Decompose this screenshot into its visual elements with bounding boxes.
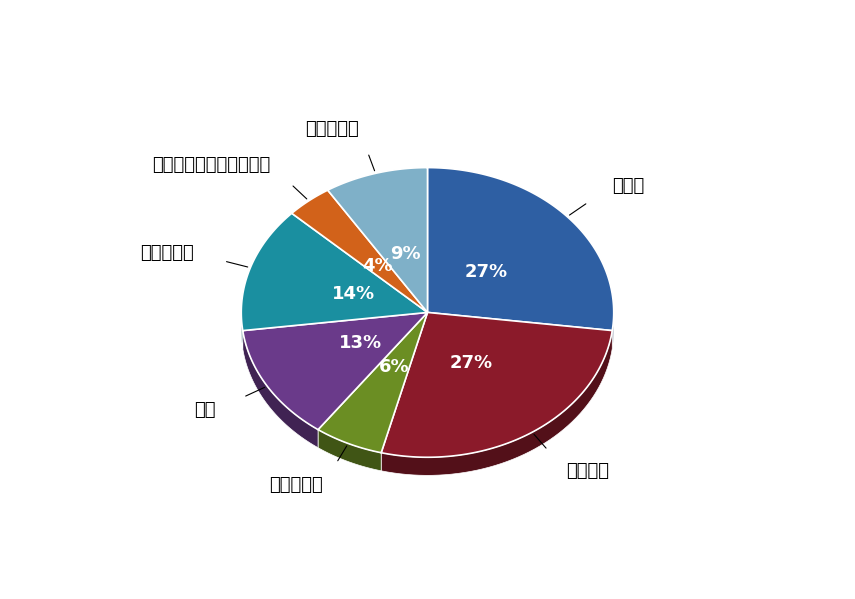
Text: 肺炎: 肺炎 [194, 401, 216, 419]
Text: 気管支肺炎: 気管支肺炎 [269, 476, 323, 494]
Polygon shape [318, 429, 381, 471]
Text: ヘルペスウイルス感染症: ヘルペスウイルス感染症 [152, 156, 271, 174]
Text: 4%: 4% [363, 256, 393, 274]
Polygon shape [243, 313, 428, 429]
Polygon shape [292, 190, 428, 313]
Polygon shape [241, 213, 428, 331]
Polygon shape [612, 316, 614, 349]
Text: 皮膚感染症: 皮膚感染症 [305, 120, 359, 138]
Polygon shape [327, 168, 428, 313]
Text: 27%: 27% [464, 263, 508, 281]
Polygon shape [243, 331, 318, 447]
Text: 27%: 27% [450, 354, 493, 372]
Text: 9%: 9% [391, 245, 421, 263]
Text: 6%: 6% [379, 358, 410, 377]
Polygon shape [241, 315, 243, 349]
Text: 咽頭炎: 咽頭炎 [612, 177, 644, 195]
Polygon shape [428, 168, 614, 331]
Polygon shape [381, 331, 612, 476]
Text: 13%: 13% [339, 334, 381, 352]
Polygon shape [318, 313, 428, 453]
Text: 14%: 14% [332, 285, 374, 302]
Polygon shape [381, 313, 612, 457]
Text: 尿路感染症: 尿路感染症 [140, 244, 194, 262]
Text: 気管支炎: 気管支炎 [566, 462, 609, 480]
